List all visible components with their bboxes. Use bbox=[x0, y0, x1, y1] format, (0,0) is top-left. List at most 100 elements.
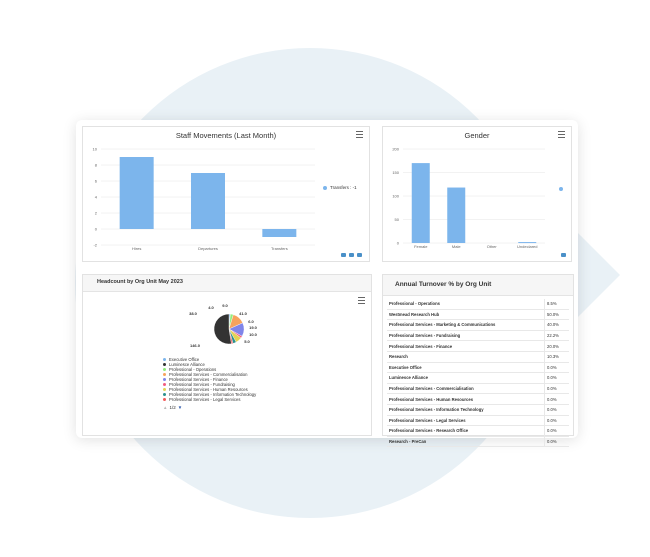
table-row: Professional Services - Fundraising 22.2% bbox=[387, 330, 569, 342]
legend-item[interactable]: Professional - Operations bbox=[163, 367, 256, 372]
staff-legend[interactable]: Transfers : -1 bbox=[323, 185, 357, 190]
org-unit-cell: Professional Services - Legal Services bbox=[387, 415, 545, 427]
turnover-value-cell: 8.5% bbox=[544, 299, 569, 310]
dashboard-card: Staff Movements (Last Month) 10 8 6 4 2 0 -2 Hi… bbox=[76, 120, 578, 448]
y-tick-label: 2 bbox=[95, 211, 98, 216]
legend-label: Professional - Operations bbox=[169, 367, 217, 372]
gender-title: Gender bbox=[464, 131, 490, 140]
legend-item[interactable]: Professional Services - Commercialisatio… bbox=[163, 372, 256, 377]
x-tick-label: Transfers bbox=[271, 246, 288, 251]
legend-label: Professional Services - Commercialisatio… bbox=[169, 372, 248, 377]
y-tick-label: 8 bbox=[95, 163, 98, 168]
pie-data-label: 38.0 bbox=[189, 311, 198, 316]
org-unit-cell: Executive Office bbox=[387, 362, 545, 374]
hamburger-menu-icon[interactable] bbox=[358, 297, 365, 304]
turnover-value-cell: 0.0% bbox=[544, 425, 569, 437]
export-icon[interactable] bbox=[349, 253, 354, 257]
headcount-header bbox=[83, 275, 371, 292]
table-row: Professional Services - Legal Services 0.… bbox=[387, 415, 569, 427]
y-tick-label: 0 bbox=[397, 241, 400, 246]
legend-dot-icon bbox=[163, 398, 166, 401]
legend-dot-icon bbox=[163, 358, 166, 361]
pie-data-label: 10.0 bbox=[249, 332, 258, 337]
table-row: Professional Services - Commercialisatio… bbox=[387, 383, 569, 395]
org-unit-cell: Professional Services - Commercialisatio… bbox=[387, 383, 545, 395]
turnover-value-cell: 0.0% bbox=[544, 436, 569, 448]
export-icon[interactable] bbox=[357, 253, 362, 257]
legend-item[interactable]: Luminesce Alliance bbox=[163, 362, 256, 367]
org-unit-cell: Professional Services - Fundraising bbox=[387, 330, 545, 342]
table-row: Research 10.3% bbox=[387, 351, 569, 363]
bar bbox=[262, 229, 297, 237]
pie-data-label: 9.0 bbox=[222, 303, 228, 308]
turnover-value-cell: 0.0% bbox=[544, 415, 569, 427]
legend-label: Luminesce Alliance bbox=[169, 362, 205, 367]
y-tick-label: 6 bbox=[95, 179, 98, 184]
pie-data-label: 5.0 bbox=[244, 339, 250, 344]
org-unit-cell: Professional Services - Marketing & Comm… bbox=[387, 319, 545, 331]
table-row: Professional Services - Information Tech… bbox=[387, 404, 569, 416]
turnover-value-cell: 40.0% bbox=[544, 319, 569, 331]
turnover-header bbox=[383, 275, 573, 296]
org-unit-cell: Research bbox=[387, 351, 545, 363]
table-row: Luminesce Alliance 0.0% bbox=[387, 372, 569, 384]
export-icon[interactable] bbox=[561, 253, 566, 257]
export-icon[interactable] bbox=[341, 253, 346, 257]
table-row: Professional - Operations 8.5% bbox=[387, 299, 569, 310]
pie-data-label: 4.0 bbox=[208, 305, 214, 310]
bar bbox=[411, 163, 430, 243]
legend-dot-icon bbox=[163, 383, 166, 386]
x-tick-label: Male bbox=[452, 244, 461, 249]
legend-item[interactable]: Professional Services - Legal Services bbox=[163, 397, 256, 402]
turnover-value-cell: 20.0% bbox=[544, 340, 569, 352]
bar bbox=[518, 242, 537, 244]
legend-pager[interactable]: ▲ 1/2 ▼ bbox=[163, 405, 182, 410]
org-unit-cell: Westmead Research Hub bbox=[387, 309, 545, 321]
legend-item[interactable]: Professional Services - Human Resources bbox=[163, 387, 256, 392]
headcount-panel: Headcount by Org Unit May 2023 4.0 9.0 38.… bbox=[82, 274, 372, 436]
legend-label: Professional Services - Information Tech… bbox=[169, 392, 257, 397]
org-unit-cell: Research - PreCan bbox=[387, 436, 545, 448]
y-tick-label: 150 bbox=[392, 170, 399, 175]
legend-dot-icon bbox=[323, 185, 327, 190]
turnover-value-cell: 0.0% bbox=[544, 393, 569, 405]
pager-down-icon[interactable]: ▼ bbox=[177, 405, 183, 410]
legend-item[interactable]: Professional Services - Fundraising bbox=[163, 382, 256, 387]
legend-dot-icon bbox=[163, 393, 166, 396]
legend-label: Executive Office bbox=[169, 357, 200, 362]
org-unit-cell: Professional Services - Information Tech… bbox=[387, 404, 545, 416]
legend-item[interactable]: Executive Office bbox=[163, 357, 256, 362]
y-tick-label: 0 bbox=[95, 227, 98, 232]
pager-up-icon[interactable]: ▲ bbox=[163, 405, 168, 410]
headcount-legend: Executive Office Luminesce Alliance Profes… bbox=[163, 357, 256, 402]
turnover-table: Professional - Operations 8.5% Westmead Re… bbox=[387, 299, 569, 448]
turnover-value-cell: 0.0% bbox=[544, 404, 569, 416]
staff-movements-panel: Staff Movements (Last Month) 10 8 6 4 2 0 -2 Hi… bbox=[82, 126, 370, 262]
turnover-panel: Annual Turnover % by Org Unit Profession… bbox=[382, 274, 574, 448]
y-tick-label: 200 bbox=[392, 147, 399, 152]
table-row: Professional Services - Research Office 0… bbox=[387, 425, 569, 437]
legend-item[interactable]: Professional Services - Finance bbox=[163, 377, 256, 382]
legend-dot-icon bbox=[163, 368, 166, 371]
turnover-value-cell: 10.3% bbox=[544, 351, 569, 363]
turnover-value-cell: 0.0% bbox=[544, 383, 569, 395]
legend-item[interactable]: Professional Services - Information Tech… bbox=[163, 392, 256, 397]
legend-dot-icon[interactable] bbox=[559, 187, 563, 191]
table-row: Professional Services - Finance 20.0% bbox=[387, 340, 569, 352]
table-row: Executive Office 0.0% bbox=[387, 362, 569, 374]
pie-slice bbox=[213, 313, 232, 345]
legend-dot-icon bbox=[163, 388, 166, 391]
x-tick-label: Other bbox=[487, 244, 498, 249]
table-row: Professional Services - Marketing & Comm… bbox=[387, 319, 569, 331]
org-unit-cell: Luminesce Alliance bbox=[387, 372, 545, 384]
headcount-pie-chart: 4.0 9.0 38.0 41.06.019.0 10.0 5.0 146.0 bbox=[189, 303, 258, 348]
table-row: Research - PreCan 0.0% bbox=[387, 436, 569, 448]
org-unit-cell: Professional - Operations bbox=[387, 299, 545, 310]
gender-chart: 200 150 100 50 0 Female Male Other Undeclared bbox=[392, 147, 545, 249]
turnover-value-cell: 50.0% bbox=[544, 309, 569, 321]
staff-legend-label: Transfers : -1 bbox=[330, 185, 357, 190]
headcount-title: Headcount by Org Unit May 2023 bbox=[97, 279, 183, 285]
hamburger-menu-icon[interactable] bbox=[558, 131, 565, 138]
pager-text: 1/2 bbox=[169, 405, 176, 410]
hamburger-menu-icon[interactable] bbox=[356, 131, 363, 138]
